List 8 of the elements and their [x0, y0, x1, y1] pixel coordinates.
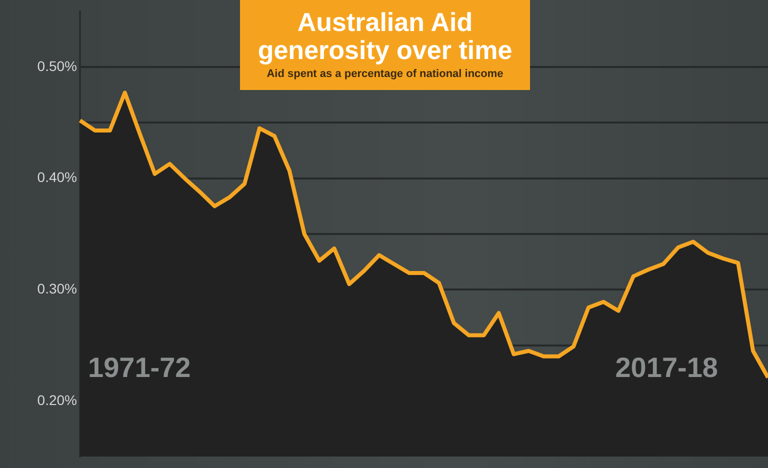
y-tick-label: 0.40% — [37, 169, 77, 186]
annotation: 1971-72 — [88, 352, 191, 383]
y-tick-label: 0.50% — [37, 58, 77, 74]
text: Aid spent as a percentage of national income — [266, 68, 504, 80]
y-tick-label: 0.20% — [37, 392, 77, 408]
y-tick-label: 0.30% — [37, 280, 77, 297]
chart-title: Australian Aid generosity over time — [256, 7, 514, 65]
annotation: 2017-18 — [615, 352, 718, 383]
